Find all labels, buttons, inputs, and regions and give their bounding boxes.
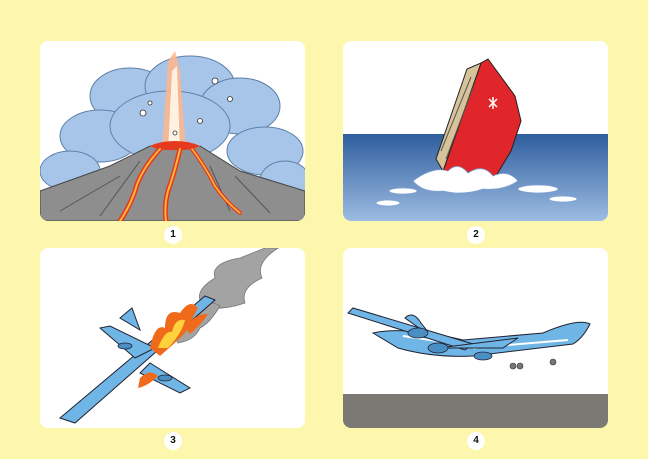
lava-flows [117,146,242,221]
ground [343,394,608,428]
airplane [347,307,591,370]
flames [138,304,208,388]
panel-sinking-ship [343,41,608,221]
splash [375,166,578,207]
panel-number-3: 3 [164,432,182,450]
panel-volcano [40,41,305,221]
panel-number-1: 1 [164,226,182,244]
flying-rocks [139,77,233,136]
eruption-column [162,51,186,151]
panel-burning-plane [40,248,305,428]
landing-gear [509,358,557,370]
ship-emblem-icon [488,97,498,109]
panel-number-2: 2 [467,226,485,244]
panel-number-4: 4 [467,432,485,450]
panel-airplane [343,248,608,428]
